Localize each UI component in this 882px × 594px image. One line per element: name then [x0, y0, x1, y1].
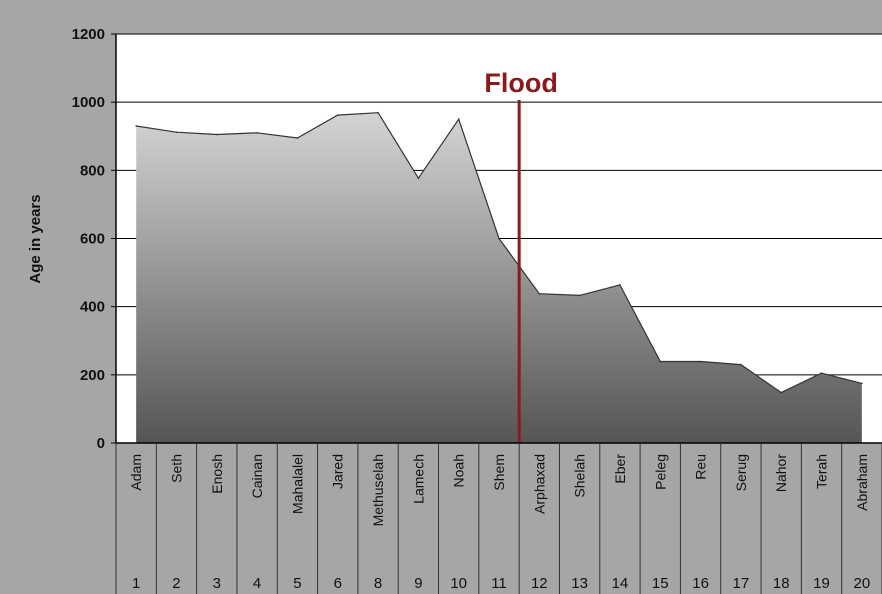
category-number: 5: [293, 575, 301, 592]
category-number: 4: [253, 575, 261, 592]
category-table: Adam 1 Seth 2 Enosh 3 Cainan 4 Mahalalel 5 Jared 6 M…: [115, 443, 882, 594]
y-tick-label: 1000: [72, 94, 105, 111]
category-number: 20: [853, 575, 870, 592]
y-tick-label: 200: [80, 367, 105, 384]
y-tick-label: 600: [80, 231, 105, 248]
category-label: Eber: [612, 454, 628, 484]
category-number: 1: [132, 575, 140, 592]
flood-annotation: Flood: [484, 68, 558, 443]
data-point-mahalalel: [296, 137, 299, 139]
category-label: Seth: [168, 454, 184, 483]
category-number: 12: [531, 575, 548, 592]
data-point-enosh: [215, 133, 218, 136]
category-number: 9: [414, 575, 422, 592]
data-point-reu: [699, 360, 702, 363]
category-label: Peleg: [652, 454, 668, 490]
data-point-terah: [820, 372, 823, 374]
data-point-abraham: [861, 382, 863, 385]
category-number: 14: [612, 575, 629, 592]
category-number: 18: [773, 575, 790, 592]
data-point-nahor: [780, 391, 783, 394]
category-number: 15: [652, 575, 669, 592]
category-label: Arphaxad: [531, 454, 547, 514]
data-point-eber: [619, 284, 621, 286]
category-number: 10: [450, 575, 467, 592]
data-point-methuselah: [377, 111, 379, 114]
data-point-cainan: [256, 132, 258, 134]
category-label: Cainan: [249, 454, 265, 498]
category-number: 3: [213, 575, 221, 592]
data-point-adam: [135, 125, 137, 127]
category-label: Shem: [491, 454, 507, 491]
data-point-serug: [740, 363, 742, 366]
data-point-jared: [336, 114, 339, 116]
category-label: Shelah: [572, 454, 588, 498]
category-label: Terah: [814, 454, 830, 489]
category-number: 6: [334, 575, 342, 592]
area-series: [135, 111, 863, 443]
y-tick-label: 800: [80, 162, 105, 179]
data-point-seth: [175, 131, 178, 133]
category-label: Adam: [128, 454, 144, 491]
flood-label: Flood: [484, 68, 557, 98]
category-number: 13: [571, 575, 588, 592]
category-label: Mahalalel: [289, 454, 305, 514]
category-label: Noah: [451, 454, 467, 487]
data-point-arphaxad: [538, 292, 541, 295]
category-label: Abraham: [854, 454, 870, 511]
category-label: Methuselah: [370, 454, 386, 526]
category-number: 8: [374, 575, 382, 592]
category-number: 17: [733, 575, 750, 592]
data-point-lamech: [417, 177, 420, 179]
category-label: Serug: [733, 454, 749, 491]
category-number: 2: [172, 575, 180, 592]
data-point-noah: [457, 118, 460, 121]
category-label: Reu: [693, 454, 709, 480]
category-number: 19: [813, 575, 830, 592]
category-label: Enosh: [209, 454, 225, 494]
y-tick-label: 1200: [72, 26, 105, 43]
category-number: 16: [692, 575, 709, 592]
category-number: 11: [491, 575, 507, 592]
y-tick-label: 0: [97, 435, 105, 452]
category-label: Jared: [330, 454, 346, 489]
y-axis-label: Age in years: [27, 194, 44, 283]
data-point-peleg: [659, 360, 662, 363]
category-label: Nahor: [773, 454, 789, 492]
y-tick-labels: 0 200 400 600 800 1000 1200: [72, 26, 116, 452]
data-point-shelah: [578, 294, 581, 297]
area-fill: [136, 112, 862, 443]
category-label: Lamech: [410, 454, 426, 504]
data-point-shem: [498, 237, 500, 240]
y-tick-label: 400: [80, 299, 105, 316]
